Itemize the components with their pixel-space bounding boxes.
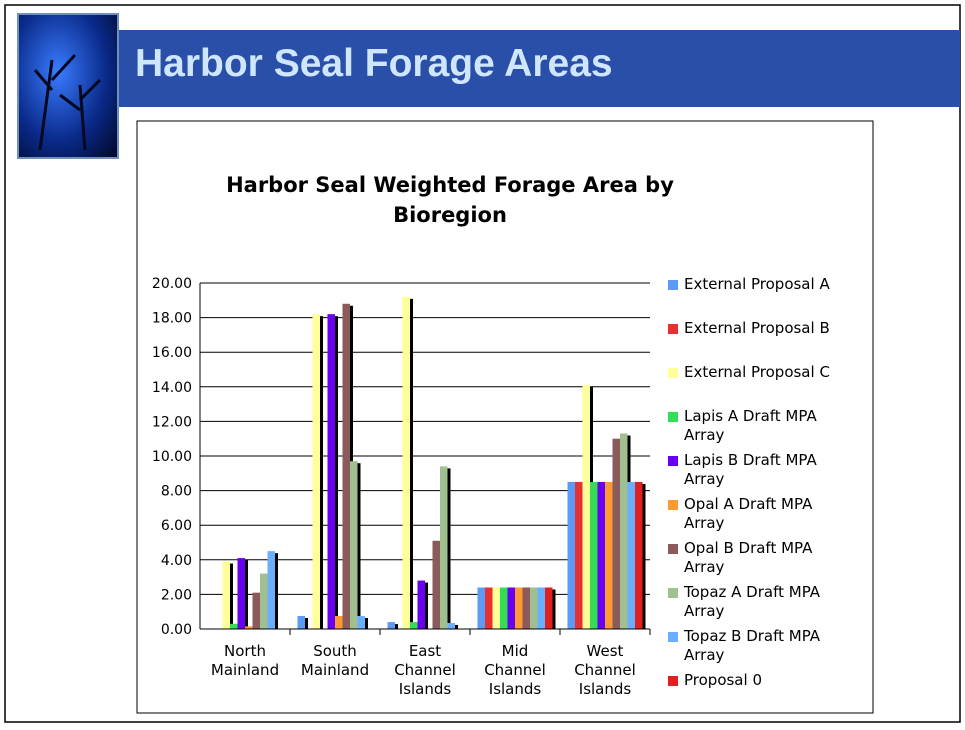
header-image [18,14,118,158]
bar [620,434,628,629]
bar [598,482,606,629]
y-tick-label: 14.00 [152,380,192,396]
y-tick-label: 6.00 [161,518,192,534]
bar [350,461,358,629]
bar [613,439,621,629]
bar [493,587,501,629]
legend-swatch [668,544,678,554]
legend-swatch [668,368,678,378]
legend-label: Proposal 0 [684,671,834,690]
bar [485,587,493,629]
bar [635,482,643,629]
legend-label: Topaz A Draft MPA Array [684,583,834,621]
bar [508,587,516,629]
bar [388,622,396,629]
bar [478,587,486,629]
slide: Harbor Seal Forage Areas 0.00 2.00 4.00 6.0… [0,0,965,730]
bar [253,593,261,629]
y-tick-label: 8.00 [161,484,192,500]
y-tick-label: 2.00 [161,587,192,603]
y-tick-label: 16.00 [152,345,192,361]
legend-swatch [668,588,678,598]
legend-label: Topaz B Draft MPA Array [684,627,834,665]
bar [298,616,306,629]
legend-label: Lapis A Draft MPA Array [684,407,834,445]
bar [335,616,343,629]
bar [418,581,426,629]
bar [238,558,246,629]
bar [575,482,583,629]
bar [583,385,591,629]
x-tick-label: South Mainland [292,642,378,680]
bar [260,574,268,629]
legend-swatch [668,632,678,642]
bar [545,587,553,629]
bar [440,466,448,629]
legend-swatch [668,676,678,686]
legend-swatch [668,456,678,466]
y-tick-label: 0.00 [161,622,192,638]
legend-label: External Proposal B [684,319,834,338]
legend-label: External Proposal A [684,275,834,294]
bar [568,482,576,629]
chart-title: Harbor Seal Weighted Forage Area by Bior… [170,170,730,230]
bar [605,482,613,629]
bar [223,562,231,629]
x-tick-label: West Channel Islands [562,642,648,699]
legend-swatch [668,324,678,334]
bar [328,314,336,629]
legend-label: External Proposal C [684,363,834,382]
bar [500,587,508,629]
bar [230,624,238,629]
legend-label: Lapis B Draft MPA Array [684,451,834,489]
slide-title: Harbor Seal Forage Areas [135,42,613,85]
bar [530,587,538,629]
bar [403,297,411,629]
x-tick-label: East Channel Islands [382,642,468,699]
bar [313,314,321,629]
legend-label: Opal A Draft MPA Array [684,495,834,533]
bar [523,587,531,629]
bar [358,616,366,629]
bar [433,541,441,629]
y-tick-label: 20.00 [152,276,192,292]
bar [448,623,456,629]
bar [628,482,636,629]
legend-swatch [668,500,678,510]
bar [590,482,598,629]
bar [515,587,523,629]
y-tick-label: 4.00 [161,553,192,569]
legend-swatch [668,280,678,290]
x-tick-label: North Mainland [202,642,288,680]
x-tick-label: Mid Channel Islands [472,642,558,699]
y-tick-label: 18.00 [152,311,192,327]
bar [410,622,418,629]
bar [538,587,546,629]
bar [268,551,276,629]
y-tick-label: 12.00 [152,414,192,430]
legend-swatch [668,412,678,422]
legend-label: Opal B Draft MPA Array [684,539,834,577]
bar [343,304,351,629]
y-tick-label: 10.00 [152,449,192,465]
